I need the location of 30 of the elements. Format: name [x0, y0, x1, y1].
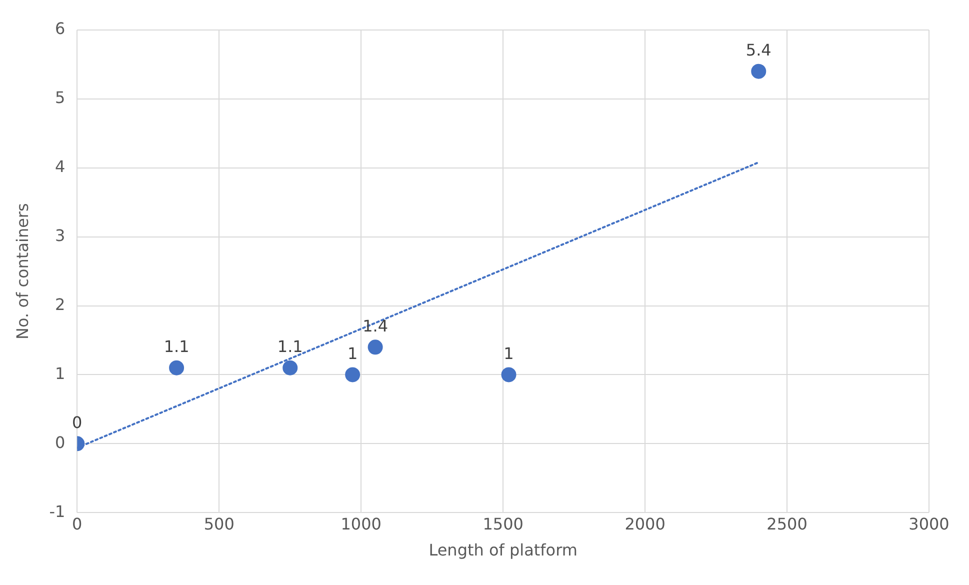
y-tick-label: 5: [54, 88, 66, 108]
x-tick-label: 2500: [766, 514, 808, 534]
x-tick-label: 0: [72, 514, 82, 534]
x-tick-label: 2000: [624, 514, 666, 534]
y-tick-label: 0: [54, 432, 66, 452]
data-label: 1.1: [277, 336, 303, 356]
point: [282, 360, 298, 376]
y-tick-label: 3: [54, 226, 66, 245]
y-tick-label: -1: [49, 502, 66, 521]
data-label: 1: [504, 344, 514, 363]
point: [501, 367, 516, 382]
x-tick-label: 3000: [908, 514, 950, 534]
x-tick-label: 500: [204, 514, 234, 534]
y-tick-label: 4: [54, 157, 66, 176]
data-label: 1.1: [164, 336, 190, 356]
y-axis-title: No. of containers: [12, 203, 32, 340]
x-tick-label: 1000: [340, 514, 382, 534]
point: [169, 360, 184, 376]
data-label: 1.4: [362, 316, 388, 336]
y-tick-label: 1: [54, 364, 66, 383]
x-axis-title: Length of platform: [428, 540, 578, 560]
y-tick-label: 2: [54, 294, 66, 314]
data-label: 0: [72, 412, 82, 432]
point: [368, 340, 383, 355]
point: [345, 367, 360, 382]
x-tick-label: 1500: [482, 514, 524, 534]
data-label: 1: [347, 344, 358, 363]
point: [751, 64, 766, 79]
data-label: 5.4: [746, 40, 772, 60]
y-tick-label: 6: [54, 19, 66, 38]
